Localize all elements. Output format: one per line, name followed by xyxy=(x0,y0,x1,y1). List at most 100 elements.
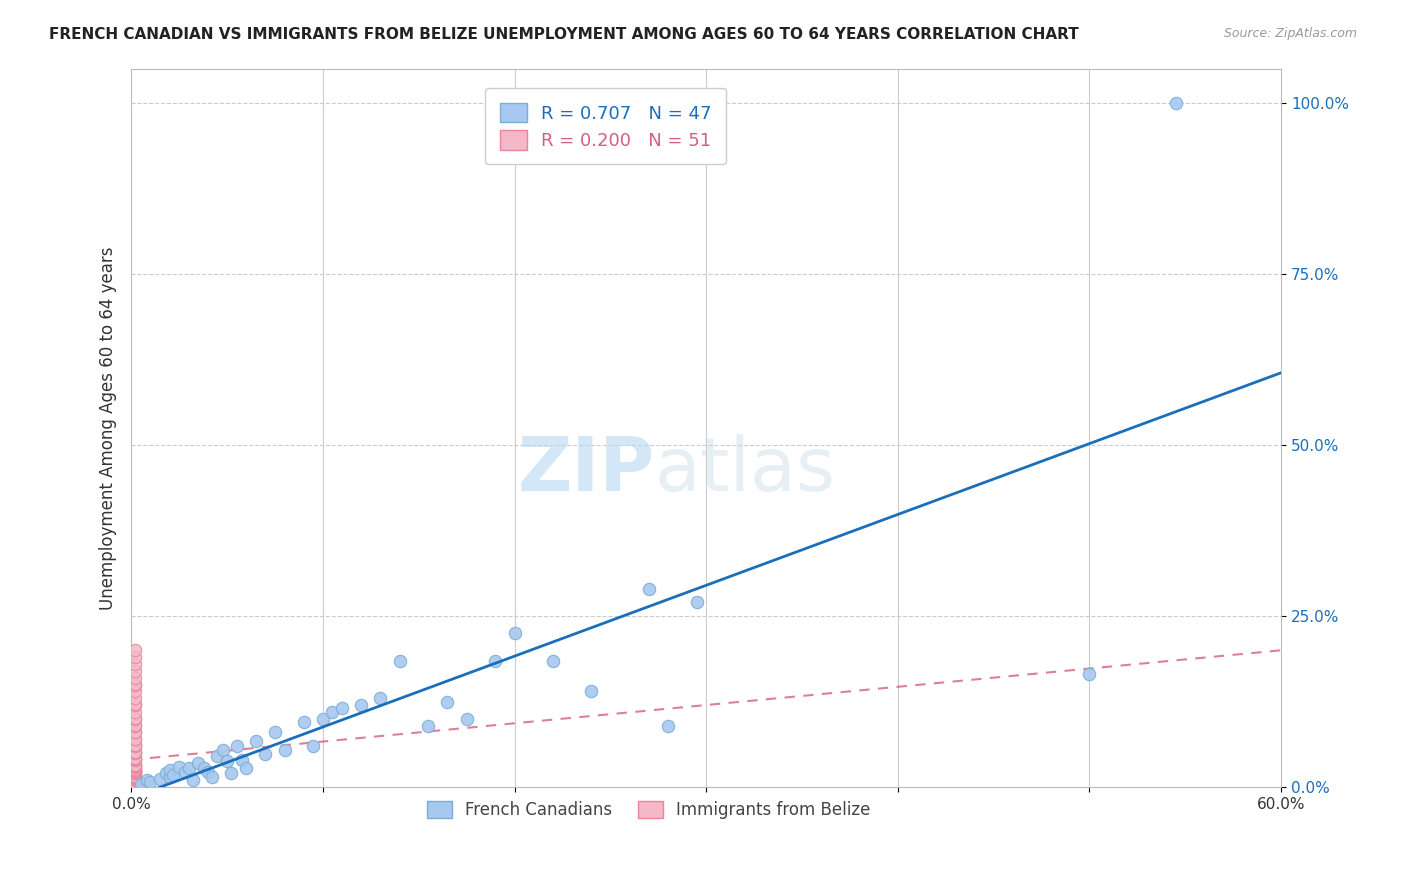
Point xyxy=(124,705,146,719)
Point xyxy=(124,757,146,772)
Point xyxy=(159,770,181,784)
Point xyxy=(124,732,146,747)
Point xyxy=(207,749,229,764)
Point xyxy=(124,731,146,746)
Point xyxy=(124,777,146,791)
Point xyxy=(124,751,146,765)
Point xyxy=(124,776,146,790)
Point xyxy=(124,772,146,786)
Point xyxy=(124,753,146,767)
Point xyxy=(124,725,146,739)
Point xyxy=(273,742,295,756)
Point xyxy=(167,759,190,773)
Point xyxy=(254,747,277,762)
Point xyxy=(129,777,152,791)
Text: ZIP: ZIP xyxy=(517,434,654,508)
Point xyxy=(685,595,707,609)
Point xyxy=(124,766,146,780)
Point xyxy=(124,770,146,784)
Point xyxy=(124,698,146,712)
Point xyxy=(124,711,146,725)
Point xyxy=(231,753,253,767)
Point xyxy=(124,759,146,773)
Y-axis label: Unemployment Among Ages 60 to 64 years: Unemployment Among Ages 60 to 64 years xyxy=(100,246,117,609)
Point xyxy=(124,643,146,657)
Point xyxy=(124,765,146,780)
Legend: French Canadians, Immigrants from Belize: French Canadians, Immigrants from Belize xyxy=(420,794,877,826)
Text: atlas: atlas xyxy=(654,434,835,508)
Point xyxy=(124,650,146,665)
Point xyxy=(197,765,219,780)
Point xyxy=(436,695,458,709)
Point xyxy=(456,712,478,726)
Point xyxy=(657,718,679,732)
Point xyxy=(225,739,247,753)
Point xyxy=(245,733,267,747)
Point xyxy=(264,725,287,739)
Point xyxy=(235,761,257,775)
Point xyxy=(135,773,157,788)
Point xyxy=(124,763,146,777)
Point xyxy=(124,745,146,759)
Point xyxy=(124,712,146,726)
Point xyxy=(124,739,146,753)
Point xyxy=(124,759,146,773)
Point xyxy=(302,739,325,753)
Point xyxy=(484,654,506,668)
Point xyxy=(149,772,172,786)
Point xyxy=(162,768,184,782)
Point xyxy=(388,654,411,668)
Point xyxy=(124,769,146,783)
Point xyxy=(579,684,602,698)
Point xyxy=(212,742,235,756)
Point xyxy=(155,766,177,780)
Point xyxy=(312,712,335,726)
Point xyxy=(159,763,181,777)
Point xyxy=(330,701,353,715)
Point xyxy=(124,746,146,760)
Point xyxy=(124,718,146,732)
Point xyxy=(124,664,146,678)
Text: FRENCH CANADIAN VS IMMIGRANTS FROM BELIZE UNEMPLOYMENT AMONG AGES 60 TO 64 YEARS: FRENCH CANADIAN VS IMMIGRANTS FROM BELIZ… xyxy=(49,27,1078,42)
Point xyxy=(1164,95,1187,110)
Point xyxy=(292,715,315,730)
Point xyxy=(124,738,146,752)
Point xyxy=(193,761,215,775)
Point xyxy=(124,752,146,766)
Point xyxy=(217,754,239,768)
Point xyxy=(124,677,146,691)
Point xyxy=(219,766,242,780)
Point xyxy=(174,765,197,780)
Point xyxy=(124,724,146,739)
Point xyxy=(124,764,146,778)
Point xyxy=(124,718,146,732)
Point xyxy=(637,582,659,596)
Point xyxy=(124,763,146,777)
Point xyxy=(124,778,146,792)
Point xyxy=(1078,667,1101,681)
Point xyxy=(177,761,200,775)
Point xyxy=(321,705,343,719)
Point xyxy=(124,772,146,786)
Point xyxy=(124,758,146,772)
Point xyxy=(124,657,146,671)
Point xyxy=(124,739,146,753)
Point xyxy=(124,691,146,706)
Point xyxy=(541,654,564,668)
Point xyxy=(187,756,209,771)
Point xyxy=(124,677,146,691)
Point xyxy=(124,750,146,764)
Point xyxy=(124,765,146,780)
Point xyxy=(124,764,146,779)
Point xyxy=(503,626,526,640)
Point xyxy=(139,774,162,789)
Point xyxy=(418,718,440,732)
Point xyxy=(124,745,146,759)
Point xyxy=(124,779,146,793)
Point xyxy=(124,684,146,698)
Point xyxy=(181,773,204,788)
Point xyxy=(124,698,146,712)
Point xyxy=(124,777,146,791)
Point xyxy=(124,773,146,788)
Point xyxy=(350,698,373,712)
